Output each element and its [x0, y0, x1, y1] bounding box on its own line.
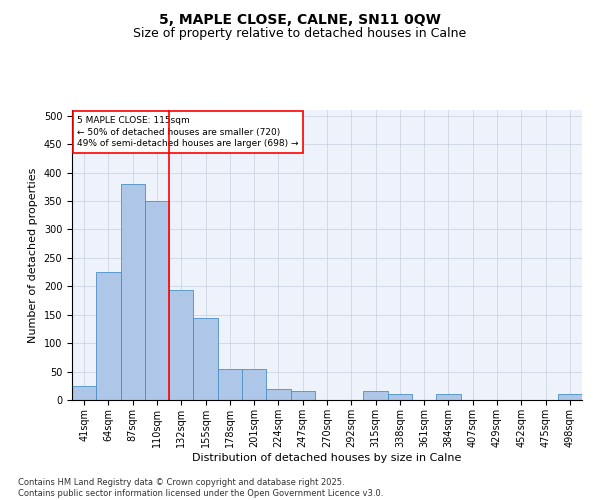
Bar	[266, 388, 290, 400]
Bar	[121, 184, 145, 400]
Bar	[364, 392, 388, 400]
Bar	[218, 368, 242, 400]
Bar	[290, 392, 315, 400]
Bar	[169, 290, 193, 400]
Bar	[96, 272, 121, 400]
Text: Size of property relative to detached houses in Calne: Size of property relative to detached ho…	[133, 28, 467, 40]
Text: Contains HM Land Registry data © Crown copyright and database right 2025.
Contai: Contains HM Land Registry data © Crown c…	[18, 478, 383, 498]
Bar	[193, 318, 218, 400]
Text: 5 MAPLE CLOSE: 115sqm
← 50% of detached houses are smaller (720)
49% of semi-det: 5 MAPLE CLOSE: 115sqm ← 50% of detached …	[77, 116, 299, 148]
Bar	[436, 394, 461, 400]
Bar	[242, 368, 266, 400]
Bar	[558, 394, 582, 400]
Bar	[388, 394, 412, 400]
Bar	[145, 201, 169, 400]
Bar	[72, 386, 96, 400]
X-axis label: Distribution of detached houses by size in Calne: Distribution of detached houses by size …	[193, 452, 461, 462]
Y-axis label: Number of detached properties: Number of detached properties	[28, 168, 38, 342]
Text: 5, MAPLE CLOSE, CALNE, SN11 0QW: 5, MAPLE CLOSE, CALNE, SN11 0QW	[159, 12, 441, 26]
